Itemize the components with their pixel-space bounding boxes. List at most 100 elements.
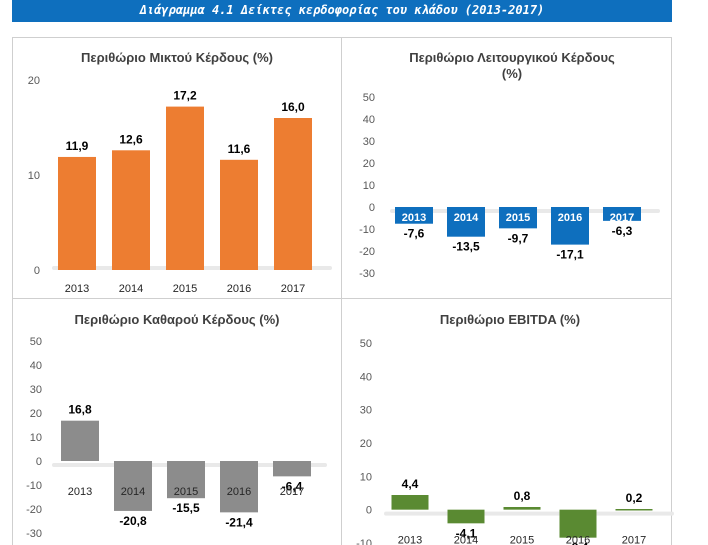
y-tick-label: 0: [34, 265, 40, 277]
bar-2014: [114, 461, 152, 511]
category-label: 2017: [610, 212, 634, 224]
y-tick-label: 20: [28, 75, 40, 87]
value-label: 11,6: [228, 142, 251, 156]
bar-2015: [499, 207, 537, 229]
bar-2016: [559, 509, 597, 538]
y-tick-label: 20: [30, 408, 42, 420]
category-label: 2016: [227, 283, 251, 295]
y-tick-label: 30: [363, 136, 375, 148]
bar-2015: [503, 507, 541, 510]
value-label: 0,8: [514, 489, 531, 503]
chart-title: Περιθώριο EBITDA (%): [440, 312, 580, 327]
category-label: 2013: [65, 283, 89, 295]
category-label: 2016: [558, 212, 582, 224]
y-tick-label: -10: [356, 538, 372, 545]
value-label: -7,6: [404, 227, 425, 241]
y-tick-label: 0: [366, 505, 372, 517]
value-label: 16,0: [281, 100, 305, 114]
charts-frame: [12, 37, 672, 545]
y-tick-label: -10: [26, 480, 42, 492]
value-label: -4,1: [456, 526, 477, 540]
bar-2013: [395, 207, 433, 224]
category-label: 2016: [566, 535, 590, 545]
value-label: -17,1: [556, 248, 584, 262]
y-tick-label: 30: [30, 384, 42, 396]
y-tick-label: 30: [360, 405, 372, 417]
value-label: 0,2: [626, 491, 643, 505]
y-tick-label: -20: [26, 504, 42, 516]
bar-2014: [112, 150, 150, 270]
operating-profit-margin-chart: Περιθώριο Λειτουργικού Κέρδους (%) -30 -20 -…: [342, 37, 672, 298]
bar-2015: [166, 106, 204, 270]
value-label: -15,5: [172, 501, 200, 515]
y-tick-label: -30: [359, 268, 375, 280]
category-label: 2014: [454, 535, 478, 545]
bar-floor-shadow: [384, 511, 674, 516]
category-label: 2017: [281, 283, 305, 295]
y-tick-label: 20: [363, 158, 375, 170]
category-label: 2017: [280, 486, 304, 498]
ebitda-margin-chart: Περιθώριο EBITDA (%) -10 0 10 20 30 40 50 4,4 201…: [342, 299, 674, 545]
category-label: 2016: [227, 486, 251, 498]
y-tick-label: -20: [359, 246, 375, 258]
bar-2013: [58, 156, 96, 270]
value-label: -6,3: [612, 224, 633, 238]
category-label: 2014: [121, 486, 145, 498]
y-tick-label: 0: [36, 456, 42, 468]
category-label: 2013: [402, 212, 426, 224]
figure-title: Διάγραμμα 4.1 Δείκτες κερδοφορίας του κλ…: [12, 0, 672, 22]
bar-2014: [447, 207, 485, 237]
category-label: 2015: [173, 283, 197, 295]
y-tick-label: 10: [363, 180, 375, 192]
chart-title: Περιθώριο Καθαρού Κέρδους (%): [75, 312, 280, 327]
category-label: 2015: [510, 535, 534, 545]
bar-2017: [615, 509, 653, 511]
y-tick-label: 40: [360, 371, 372, 383]
bar-2015: [167, 461, 205, 499]
bar-2017: [274, 118, 312, 270]
y-tick-label: 50: [360, 338, 372, 350]
vertical-divider: [341, 37, 342, 545]
chart-title: Περιθώριο Μικτού Κέρδους (%): [81, 50, 273, 65]
value-label: 11,9: [66, 139, 89, 153]
bar-2013: [391, 495, 429, 510]
y-tick-label: -10: [359, 224, 375, 236]
y-tick-label: 40: [363, 114, 375, 126]
category-label: 2015: [506, 212, 530, 224]
category-label: 2017: [622, 535, 646, 545]
value-label: 12,6: [119, 132, 143, 146]
bar-2017: [273, 461, 311, 477]
value-label: -6,4: [282, 479, 303, 493]
chart-title: Περιθώριο Λειτουργικού Κέρδους (%): [409, 50, 615, 81]
bar-2016: [551, 207, 589, 245]
y-tick-label: 10: [30, 432, 42, 444]
value-label: 17,2: [173, 89, 197, 103]
net-profit-margin-chart: Περιθώριο Καθαρού Κέρδους (%) -30 -20 -10 0 1…: [12, 299, 341, 545]
horizontal-divider: [12, 298, 672, 299]
value-label: -20,8: [119, 514, 147, 528]
y-tick-label: -30: [26, 528, 42, 540]
bar-2017: [603, 207, 641, 221]
value-label: 16,8: [68, 403, 92, 417]
bar-2013: [61, 420, 99, 461]
y-tick-label: 50: [30, 336, 42, 348]
bar-2016: [220, 159, 258, 270]
value-label: -9,7: [508, 231, 529, 245]
value-label: 4,4: [402, 477, 419, 491]
value-label: -13,5: [452, 240, 480, 254]
bar-2014: [447, 509, 485, 524]
value-label: -21,4: [225, 515, 253, 529]
y-tick-label: 0: [369, 202, 375, 214]
gross-profit-margin-chart: Περιθώριο Μικτού Κέρδους (%) 0 10 20 11,9 201…: [12, 37, 341, 298]
value-label: -8,4: [568, 541, 589, 545]
category-label: 2015: [174, 486, 198, 498]
y-tick-label: 50: [363, 92, 375, 104]
y-tick-label: 10: [28, 170, 40, 182]
category-label: 2014: [454, 212, 479, 224]
y-tick-label: 20: [360, 438, 372, 450]
bar-2016: [220, 461, 258, 513]
y-tick-label: 40: [30, 360, 42, 372]
category-label: 2013: [68, 486, 92, 498]
y-tick-label: 10: [360, 471, 372, 483]
category-label: 2014: [119, 283, 143, 295]
